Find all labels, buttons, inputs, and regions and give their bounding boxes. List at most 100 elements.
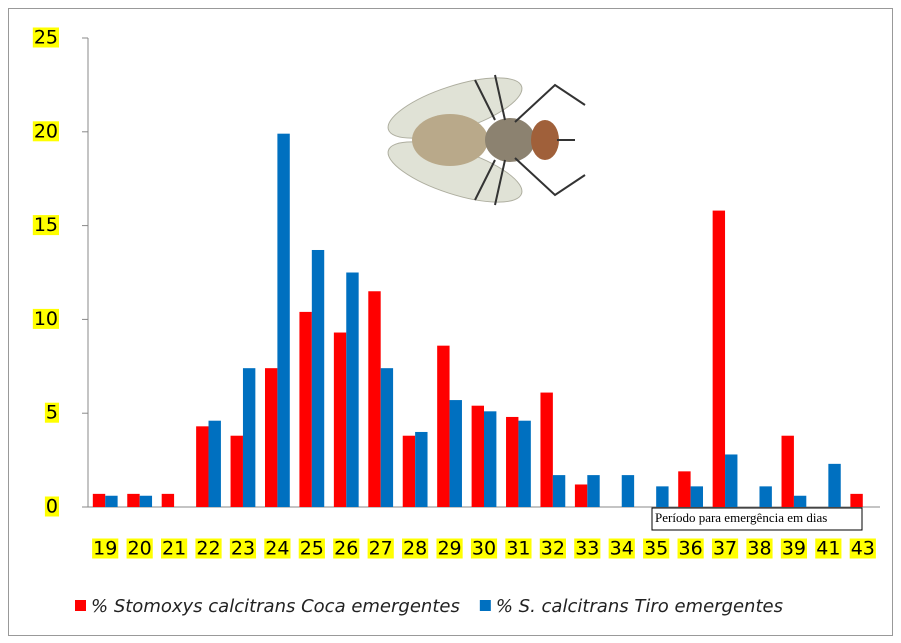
bar [368,291,381,507]
bar [759,486,772,507]
legend-label: % Stomoxys calcitrans Coca emergentes [91,596,460,617]
bar [277,133,290,507]
label-highlight [746,538,773,559]
x-tick-label: 29 [437,538,461,560]
bar [299,311,312,507]
x-axis-label-box [651,507,863,531]
x-tick-label: 36 [679,538,703,560]
label-highlight [32,215,59,236]
label-highlight [32,121,59,142]
bar [139,495,153,507]
x-tick-label: 41 [816,538,840,560]
bar [793,495,807,507]
bar [712,210,726,508]
label-highlight [92,538,119,559]
y-tick-label: 5 [46,402,58,424]
label-highlight [229,538,257,559]
bar [242,368,256,507]
bar [506,416,519,507]
label-highlight [44,496,59,517]
bar [208,420,221,507]
label-highlight [126,538,153,559]
legend-swatch [479,600,491,611]
x-tick-label: 39 [782,538,806,560]
bar [105,495,118,507]
label-highlight [780,538,808,559]
x-tick-label: 38 [747,538,771,560]
x-tick-label: 25 [300,538,324,560]
label-highlight [505,538,532,559]
x-tick-label: 33 [575,538,599,560]
y-tick-label: 10 [34,308,58,330]
label-highlight [44,402,59,423]
label-highlight [32,27,59,48]
x-tick-label: 32 [541,538,565,560]
bar [333,332,347,507]
y-tick-label: 0 [46,496,58,518]
x-tick-label: 24 [265,538,289,560]
bar [828,463,841,507]
label-highlight [608,538,635,559]
bar [781,435,794,507]
bar [587,475,600,507]
bar [415,431,428,507]
bar [656,486,669,507]
x-tick-label: 26 [334,538,358,560]
bar [449,400,462,507]
bar [621,475,635,507]
label-highlight [298,538,325,559]
label-highlight [574,538,601,559]
bar [196,426,209,507]
label-highlight [470,538,498,559]
x-tick-label: 30 [472,538,496,560]
x-tick-label: 35 [644,538,668,560]
x-tick-label: 37 [713,538,737,560]
label-highlight [539,538,566,559]
label-highlight [643,538,670,559]
bar [230,435,243,507]
y-tick-label: 20 [34,120,58,142]
x-tick-label: 31 [506,538,530,560]
x-tick-label: 21 [162,538,186,560]
bar [264,368,278,507]
bar [471,405,484,507]
x-tick-label: 22 [196,538,220,560]
bar [402,435,416,507]
y-tick-label: 25 [34,27,58,49]
label-highlight [677,538,704,559]
bar [725,454,738,507]
bar [127,493,140,507]
x-tick-label: 34 [610,538,634,560]
label-highlight [160,538,188,559]
bar [380,368,394,507]
bar [518,420,531,507]
legend-swatch [75,600,86,611]
bar [92,493,106,507]
label-highlight [195,538,222,559]
label-highlight [436,538,463,559]
x-tick-label: 27 [369,538,393,560]
bar [161,493,175,507]
x-tick-label: 28 [403,538,427,560]
y-tick-label: 15 [34,214,58,236]
label-highlight [815,538,842,559]
legend-label: % S. calcitrans Tiro emergentes [496,596,783,617]
bar [437,345,450,507]
x-tick-label: 43 [851,538,875,560]
x-axis-label: Período para emergência em dias [655,510,827,525]
label-highlight [849,538,876,559]
bar [311,249,325,507]
x-tick-label: 19 [93,538,117,560]
bar [552,475,566,507]
bar [574,484,588,507]
bar [850,493,863,507]
bar [540,392,553,507]
x-tick-label: 23 [231,538,255,560]
label-highlight [264,538,291,559]
bar [690,486,704,507]
label-highlight [333,538,360,559]
label-highlight [402,538,429,559]
label-highlight [711,538,739,559]
bar [484,411,497,507]
